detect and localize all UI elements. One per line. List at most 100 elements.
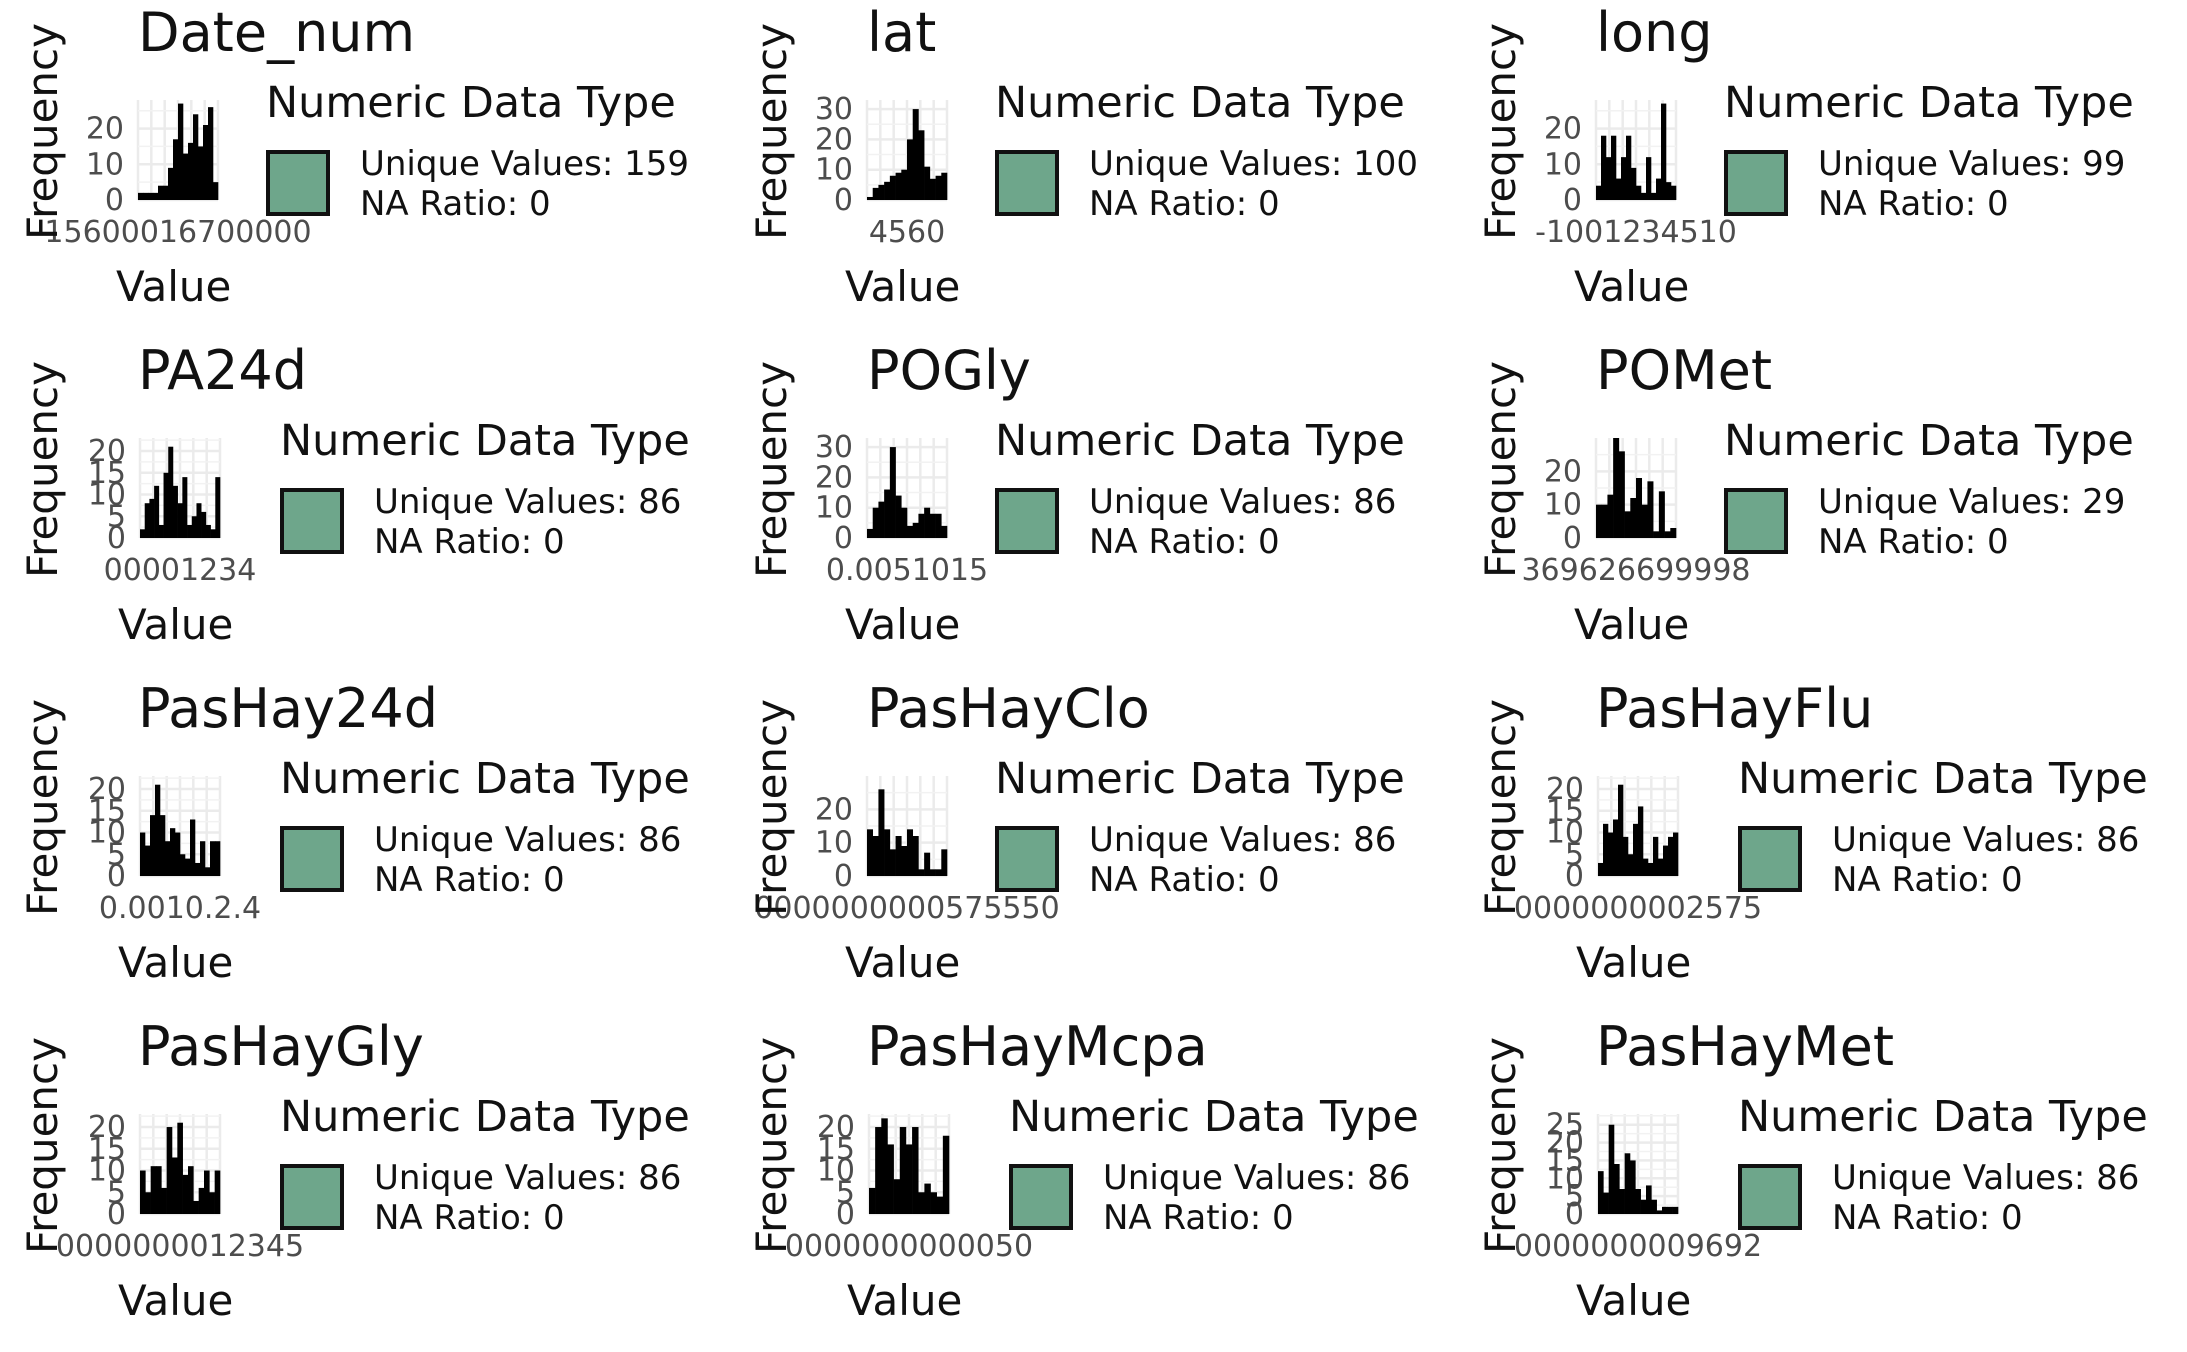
x-axis-label: Value	[118, 1276, 234, 1325]
panel-title: PA24d	[138, 339, 308, 402]
histogram-bar	[203, 125, 209, 200]
histogram-bar	[918, 1192, 925, 1214]
histogram-bar	[912, 1127, 919, 1214]
y-axis-label: Frequency	[18, 361, 67, 578]
histogram-bar	[918, 130, 925, 200]
y-axis-label: Frequency	[747, 1037, 796, 1254]
histogram-bar	[161, 1187, 167, 1214]
legend-na-ratio: NA Ratio: 0	[1832, 1198, 2023, 1238]
y-axis-label: Frequency	[1476, 23, 1525, 240]
histogram-bar	[1653, 836, 1659, 876]
legend-na-ratio: NA Ratio: 0	[1089, 860, 1280, 900]
x-axis-label: Value	[1576, 938, 1692, 987]
facet-panel-pomet: 0 10 20 369626699998 POMet Frequency Value Nume…	[1458, 338, 2187, 676]
panel-title: PasHayMet	[1596, 1015, 1895, 1078]
legend-unique-values: Unique Values: 86	[1103, 1158, 1411, 1198]
histogram-bar	[901, 507, 908, 538]
histogram-bar	[205, 867, 211, 876]
y-axis-label: Frequency	[747, 699, 796, 916]
histogram-bar	[168, 446, 174, 538]
legend-unique-values: Unique Values: 159	[360, 144, 689, 184]
legend-unique-values: Unique Values: 29	[1818, 482, 2126, 522]
histogram-bar	[191, 516, 197, 538]
histogram-bar	[929, 513, 936, 538]
histogram-bar	[1653, 531, 1660, 538]
histogram-bar	[1598, 862, 1604, 876]
x-tick-labels: 0.0010.2.4	[99, 891, 261, 926]
histogram-bar	[1618, 784, 1624, 876]
y-tick-label: 0	[834, 521, 853, 556]
x-axis-label: Value	[1574, 262, 1690, 311]
y-tick-label: 0	[834, 859, 853, 894]
histogram-bar	[929, 869, 936, 876]
y-tick-label: 10	[88, 1154, 126, 1189]
histogram-bar	[160, 815, 166, 876]
legend-title: Numeric Data Type	[995, 78, 1405, 128]
y-tick-label: 10	[88, 816, 126, 851]
histogram-bar	[1641, 192, 1647, 200]
histogram-bar	[884, 489, 891, 538]
x-axis-label: Value	[1574, 600, 1690, 649]
histogram-bar	[942, 1135, 950, 1214]
y-tick-label: 0	[107, 521, 126, 556]
histogram-bar	[1631, 167, 1637, 200]
legend-title: Numeric Data Type	[280, 754, 690, 804]
histogram-bar	[936, 1196, 944, 1214]
y-tick-label: 20	[88, 1110, 126, 1145]
histogram-bar	[1643, 858, 1649, 876]
histogram-bar	[178, 103, 184, 200]
histogram-bar	[1621, 157, 1627, 200]
histogram-bar	[905, 1144, 913, 1214]
histogram-bar	[901, 846, 908, 876]
histogram-bar	[1651, 1199, 1657, 1214]
x-axis-label: Value	[845, 938, 961, 987]
histogram-bar	[1664, 531, 1671, 538]
histogram-bar	[173, 139, 179, 200]
histogram-bar	[1666, 182, 1672, 200]
histogram-bar	[935, 869, 942, 876]
histogram-bar	[1630, 1160, 1636, 1214]
histogram-bar	[912, 836, 919, 876]
legend-na-ratio: NA Ratio: 0	[1103, 1198, 1294, 1238]
y-tick-label: 10	[1544, 488, 1582, 523]
y-tick-label: 15	[88, 1132, 126, 1167]
y-tick-label: 10	[1546, 816, 1584, 851]
histogram-bar	[912, 109, 919, 200]
histogram-bar	[884, 829, 891, 876]
histogram-bar	[1598, 1171, 1604, 1214]
histogram-bar	[201, 511, 207, 538]
histogram-bar	[138, 192, 144, 200]
histogram-bar	[872, 836, 879, 876]
histogram-bar	[145, 1192, 151, 1214]
histogram-bar	[213, 182, 219, 200]
panel-title: PasHay24d	[138, 677, 439, 740]
histogram-bar	[941, 849, 948, 876]
y-tick-label: 20	[86, 112, 124, 147]
y-axis-label: Frequency	[18, 1037, 67, 1254]
histogram-bar	[150, 815, 156, 876]
histogram-bar	[899, 1127, 907, 1214]
histogram-bar	[889, 447, 896, 538]
legend-key-swatch	[995, 150, 1059, 216]
histogram-bar	[182, 477, 188, 538]
histogram-bar	[878, 501, 885, 538]
legend-title: Numeric Data Type	[1724, 416, 2134, 466]
histogram-bar	[1673, 832, 1679, 876]
histogram-bar	[1667, 1206, 1673, 1214]
legend-title: Numeric Data Type	[1724, 78, 2134, 128]
histogram-bar	[895, 495, 902, 538]
histogram-bar	[1651, 192, 1657, 200]
legend-key-swatch	[1009, 1164, 1073, 1230]
y-tick-label: 5	[107, 837, 126, 872]
facet-panel-pa24d: 0 5 10 15 20 00001234 PA24d Frequency Value Numer…	[0, 338, 729, 676]
facet-panel-date-num: 0 10 20 15600016700000 Date_num Frequency Valu…	[0, 0, 729, 338]
panel-title: Date_num	[138, 1, 416, 64]
histogram-bar	[1633, 823, 1639, 876]
legend-title: Numeric Data Type	[1738, 754, 2148, 804]
histogram-bar	[867, 528, 874, 538]
histogram-bar	[198, 146, 204, 200]
